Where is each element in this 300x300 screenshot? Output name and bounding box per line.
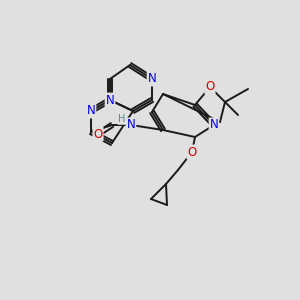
Text: N: N (148, 73, 156, 85)
Text: O: O (206, 80, 214, 94)
Text: N: N (106, 94, 114, 106)
Text: N: N (210, 118, 218, 131)
Text: H: H (118, 114, 126, 124)
Text: N: N (87, 104, 95, 118)
Text: O: O (93, 128, 103, 140)
Text: O: O (188, 146, 196, 158)
Text: N: N (127, 118, 135, 131)
